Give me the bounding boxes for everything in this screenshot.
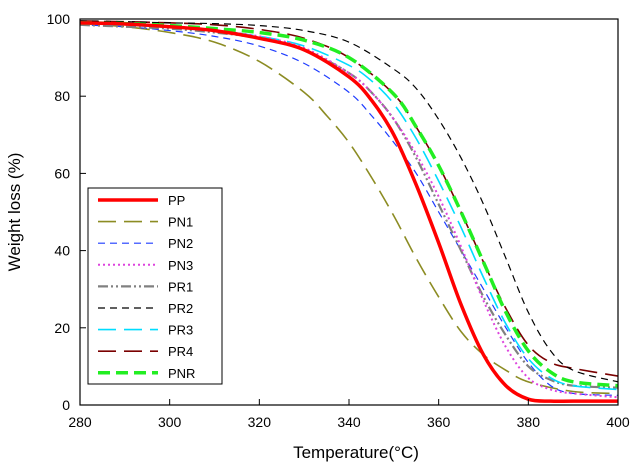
y-tick-label: 20 xyxy=(54,320,70,336)
x-tick-label: 300 xyxy=(158,414,182,430)
x-tick-label: 360 xyxy=(427,414,451,430)
legend-label-pr4: PR4 xyxy=(168,344,193,359)
series-line-pr1 xyxy=(80,23,618,389)
y-tick-label: 100 xyxy=(47,11,71,27)
legend-label-pr2: PR2 xyxy=(168,301,193,316)
series-layer xyxy=(80,20,618,404)
legend-label-pn3: PN3 xyxy=(168,258,193,273)
series-line-pnr xyxy=(80,21,618,388)
y-tick-label: 40 xyxy=(54,243,70,259)
series-line-pr2 xyxy=(80,20,618,383)
y-tick-label: 80 xyxy=(54,88,70,104)
x-tick-label: 400 xyxy=(606,414,630,430)
x-tick-label: 320 xyxy=(248,414,272,430)
legend-box xyxy=(87,187,223,385)
legend-label-pn1: PN1 xyxy=(168,215,193,230)
legend-label-pnr: PNR xyxy=(168,366,195,381)
series-line-pp xyxy=(80,21,618,404)
legend-label-pr3: PR3 xyxy=(168,323,193,338)
x-tick-label: 380 xyxy=(517,414,541,430)
legend-label-pp: PP xyxy=(168,193,185,208)
legend-label-pr1: PR1 xyxy=(168,279,193,294)
x-axis-title: Temperature(°C) xyxy=(293,443,419,462)
legend-label-pn2: PN2 xyxy=(168,236,193,251)
y-tick-label: 0 xyxy=(62,397,70,413)
x-tick-label: 340 xyxy=(337,414,361,430)
axes-layer: 280 300 320 340 360 380 400 0 20 40 60 80 100 xyxy=(47,11,630,430)
y-axis-title: Weight loss (%) xyxy=(5,153,24,272)
legend: PP PN1 PN2 PN3 PR1 PR2 PR3 PR4 PNR xyxy=(87,187,223,385)
y-tick-label: 60 xyxy=(54,165,70,181)
series-line-pn1 xyxy=(80,22,618,395)
x-tick-label: 280 xyxy=(68,414,92,430)
